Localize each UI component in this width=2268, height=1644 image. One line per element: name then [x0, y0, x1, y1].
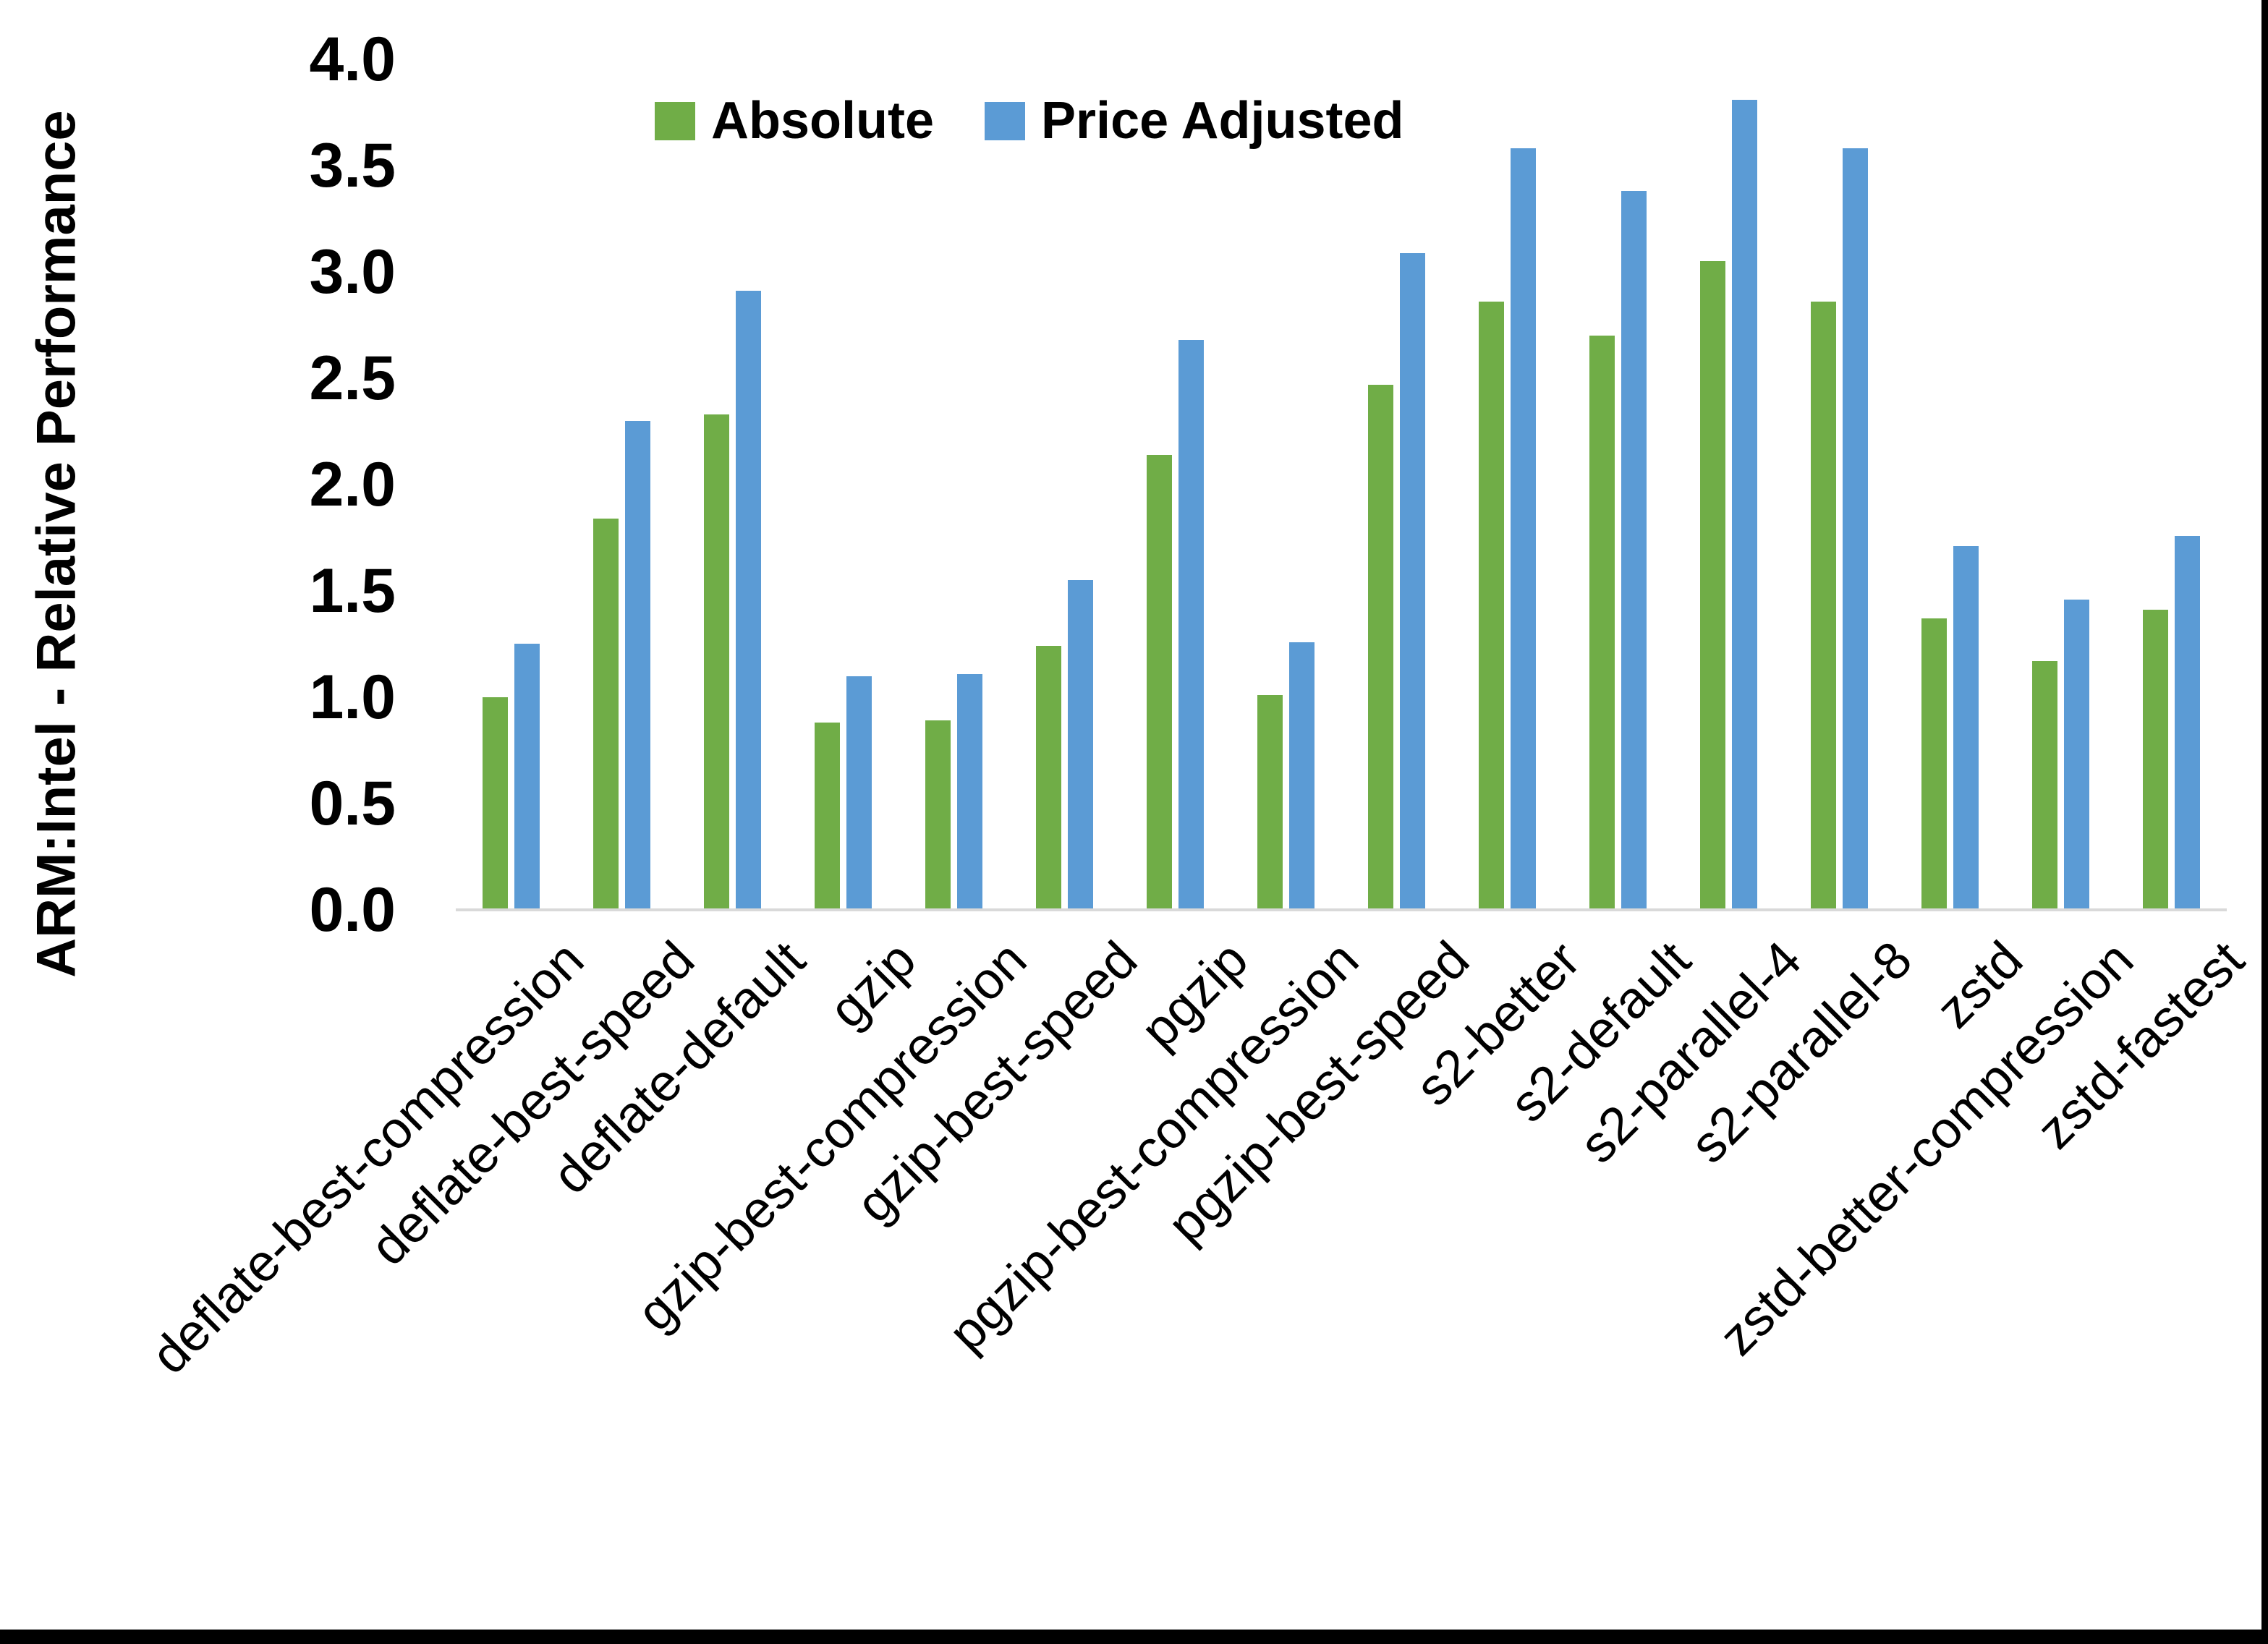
- window-right-border: [2261, 0, 2268, 1644]
- bar-absolute-deflate-best-speed: [593, 519, 619, 910]
- bar-absolute-s2-default: [1589, 336, 1615, 910]
- bar-absolute-pgzip-best-speed: [1368, 385, 1393, 910]
- bar-absolute-pgzip: [1147, 455, 1172, 910]
- window-bottom-border: [0, 1630, 2268, 1644]
- bar-absolute-deflate-best-compression: [483, 697, 508, 910]
- bar-absolute-gzip-best-compression: [925, 720, 951, 910]
- bar-price-adjusted-pgzip-best-speed: [1400, 253, 1425, 910]
- y-tick-label: 3.0: [309, 237, 396, 307]
- bar-absolute-gzip: [815, 723, 840, 910]
- bar-price-adjusted-s2-better: [1511, 148, 1536, 910]
- bar-price-adjusted-gzip-best-speed: [1068, 580, 1093, 910]
- bar-absolute-pgzip-best-compression: [1257, 695, 1283, 910]
- y-tick-label: 0.5: [309, 769, 396, 838]
- legend-label-absolute: Absolute: [711, 92, 935, 150]
- bar-price-adjusted-deflate-default: [736, 291, 761, 910]
- bar-price-adjusted-zstd-fastest: [2175, 536, 2200, 910]
- y-tick-label: 2.0: [309, 450, 396, 519]
- legend-item-price-adjusted: Price Adjusted: [985, 91, 1403, 150]
- bar-price-adjusted-gzip-best-compression: [957, 674, 982, 910]
- y-tick-label: 2.5: [309, 344, 396, 413]
- x-axis-line: [456, 908, 2227, 911]
- legend: Absolute Price Adjusted: [655, 91, 1403, 150]
- y-tick-label: 0.0: [309, 875, 396, 945]
- bar-price-adjusted-gzip: [846, 676, 872, 910]
- y-tick-label: 1.0: [309, 663, 396, 732]
- bar-absolute-zstd-better-compression: [2032, 661, 2057, 910]
- bar-price-adjusted-zstd-better-compression: [2064, 600, 2089, 910]
- bar-absolute-gzip-best-speed: [1036, 646, 1061, 910]
- bar-absolute-s2-parallel-4: [1700, 261, 1725, 910]
- bar-price-adjusted-s2-default: [1621, 191, 1647, 910]
- bar-absolute-zstd: [1921, 618, 1947, 910]
- bar-absolute-s2-parallel-8: [1811, 302, 1836, 910]
- bar-price-adjusted-s2-parallel-4: [1732, 100, 1757, 910]
- bar-absolute-zstd-fastest: [2143, 610, 2168, 910]
- bar-price-adjusted-deflate-best-compression: [514, 644, 540, 910]
- absolute-series-swatch-icon: [655, 101, 695, 140]
- bar-absolute-s2-better: [1479, 302, 1504, 910]
- y-tick-label: 1.5: [309, 556, 396, 626]
- price-adjusted-series-swatch-icon: [985, 101, 1026, 140]
- bar-price-adjusted-s2-parallel-8: [1843, 148, 1868, 910]
- bar-price-adjusted-pgzip: [1178, 340, 1204, 910]
- bar-price-adjusted-zstd: [1953, 546, 1979, 910]
- bar-price-adjusted-deflate-best-speed: [625, 421, 650, 910]
- legend-label-price-adjusted: Price Adjusted: [1041, 92, 1404, 150]
- y-tick-label: 3.5: [309, 131, 396, 200]
- legend-item-absolute: Absolute: [655, 91, 934, 150]
- bar-absolute-deflate-default: [704, 414, 729, 910]
- y-tick-label: 4.0: [309, 25, 396, 94]
- bar-price-adjusted-pgzip-best-compression: [1289, 642, 1314, 910]
